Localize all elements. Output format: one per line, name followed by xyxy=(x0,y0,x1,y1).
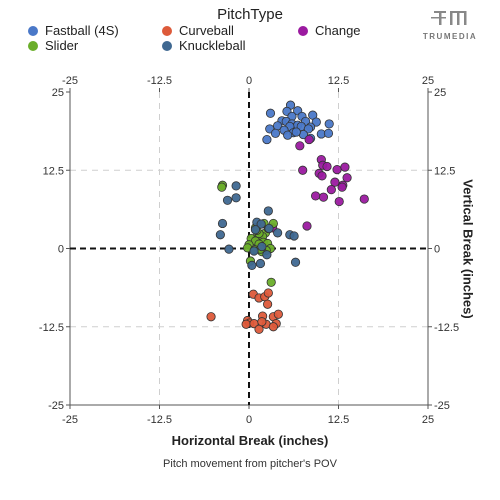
y-right-tick-label: 25 xyxy=(434,87,446,99)
data-point-fastball-4s xyxy=(283,130,293,140)
data-point-knuckleball xyxy=(224,244,234,254)
legend-label: Knuckleball xyxy=(179,38,246,53)
legend-item-curveball[interactable]: Curveball xyxy=(162,23,234,38)
data-point-change xyxy=(330,177,340,187)
data-point-knuckleball xyxy=(217,218,228,229)
legend-marker-icon xyxy=(162,40,172,51)
chart-caption: Pitch movement from pitcher's POV xyxy=(163,458,337,470)
data-point-fastball-4s xyxy=(265,108,276,118)
legend-item-slider[interactable]: Slider xyxy=(28,38,78,53)
legend-label: Curveball xyxy=(179,23,234,38)
data-point-curveball xyxy=(268,322,278,332)
x-top-tick-label: 12.5 xyxy=(328,75,349,87)
y-axis-label: Vertical Break (inches) xyxy=(460,179,476,319)
data-point-change xyxy=(340,162,350,172)
data-point-change xyxy=(317,171,327,181)
data-point-knuckleball xyxy=(255,258,266,269)
trumedia-logo-icon xyxy=(431,11,467,25)
data-point-knuckleball xyxy=(249,246,259,256)
data-point-change xyxy=(302,221,312,231)
data-point-curveball xyxy=(206,312,216,322)
data-point-knuckleball xyxy=(215,230,225,240)
data-point-knuckleball xyxy=(264,223,274,234)
data-point-curveball xyxy=(273,309,283,319)
data-point-change xyxy=(334,196,344,207)
data-point-knuckleball xyxy=(256,219,266,229)
data-point-knuckleball xyxy=(222,195,233,205)
y-right-tick-label: 0 xyxy=(434,244,440,256)
data-point-change xyxy=(332,165,342,175)
x-top-tick-label: 25 xyxy=(422,75,434,87)
legend-label: Fastball (4S) xyxy=(45,23,119,38)
data-point-slider xyxy=(217,182,227,192)
x-tick-label: 12.5 xyxy=(328,414,349,426)
data-point-curveball xyxy=(241,319,251,329)
data-point-knuckleball xyxy=(273,228,283,238)
y-right-tick-label: -12.5 xyxy=(434,322,459,334)
legend-marker-icon xyxy=(28,25,38,36)
data-point-change xyxy=(337,182,347,192)
data-point-knuckleball xyxy=(247,260,257,271)
data-point-curveball xyxy=(263,299,273,309)
y-tick-label: -25 xyxy=(48,400,64,412)
data-point-change xyxy=(295,141,305,151)
logo-text: TRUMEDIA xyxy=(422,32,478,41)
data-point-knuckleball xyxy=(289,231,299,241)
x-tick-label: 25 xyxy=(422,414,434,426)
legend-label: Slider xyxy=(45,38,79,53)
data-point-fastball-4s xyxy=(270,128,281,138)
x-axis-label: Horizontal Break (inches) xyxy=(171,433,329,448)
legend-item-fastball[interactable]: Fastball (4S) xyxy=(28,23,119,38)
data-point-fastball-4s xyxy=(262,134,272,145)
legend-item-knuckleball[interactable]: Knuckleball xyxy=(162,38,246,53)
y-tick-label: -12.5 xyxy=(39,322,64,334)
data-point-change xyxy=(318,192,329,202)
data-point-fastball-4s xyxy=(311,117,321,127)
data-point-knuckleball xyxy=(263,206,273,216)
data-point-knuckleball xyxy=(231,181,241,191)
data-point-change xyxy=(298,165,308,175)
x-tick-label: -12.5 xyxy=(147,414,172,426)
y-tick-label: 0 xyxy=(58,244,64,256)
x-top-tick-label: -12.5 xyxy=(147,75,172,87)
x-tick-label: -25 xyxy=(62,414,78,426)
data-point-knuckleball xyxy=(250,225,261,235)
data-point-curveball xyxy=(257,317,267,327)
data-point-fastball-4s xyxy=(323,128,334,138)
y-right-tick-label: -25 xyxy=(434,400,450,412)
data-point-knuckleball xyxy=(262,250,272,260)
data-point-change xyxy=(304,134,314,145)
x-tick-label: 0 xyxy=(246,414,252,426)
x-top-tick-label: 0 xyxy=(246,75,252,87)
legend-item-change[interactable]: Change xyxy=(298,23,361,38)
y-right-tick-label: 12.5 xyxy=(434,165,455,177)
data-point-slider xyxy=(266,277,276,287)
data-point-change xyxy=(359,194,369,204)
legend-marker-icon xyxy=(298,25,308,36)
data-point-knuckleball xyxy=(290,257,301,267)
data-point-fastball-4s xyxy=(291,127,301,137)
data-point-knuckleball xyxy=(231,193,241,203)
trumedia-logo: TRUMEDIA xyxy=(418,10,482,41)
data-point-knuckleball xyxy=(257,242,267,252)
data-point-change xyxy=(322,161,332,172)
legend-title: PitchType xyxy=(217,6,283,23)
data-point-change xyxy=(326,185,336,195)
y-tick-label: 25 xyxy=(52,87,64,99)
data-point-fastball-4s xyxy=(324,119,334,129)
legend-marker-icon xyxy=(162,25,172,36)
x-top-tick-label: -25 xyxy=(62,75,78,87)
legend-label: Change xyxy=(315,23,361,38)
data-point-change xyxy=(310,191,321,201)
data-point-change xyxy=(342,173,352,183)
data-point-curveball xyxy=(263,288,273,298)
y-tick-label: 12.5 xyxy=(43,165,64,177)
legend-marker-icon xyxy=(28,40,38,51)
